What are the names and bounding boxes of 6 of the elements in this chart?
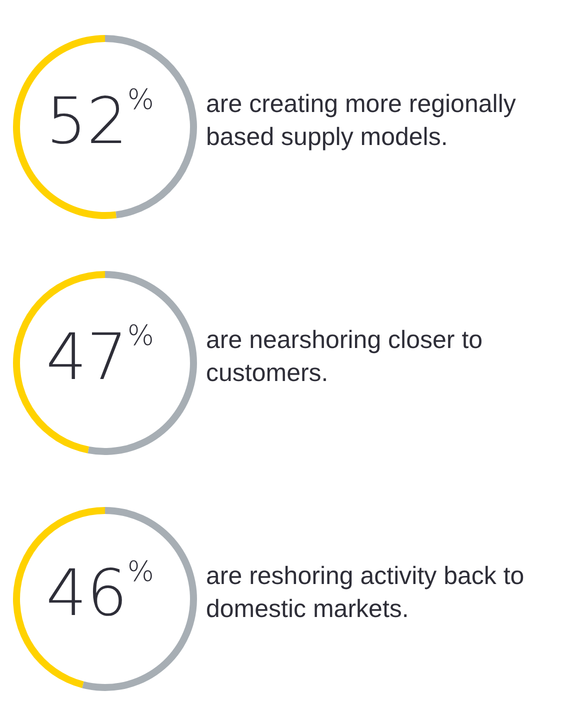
text: are creating more regionally based supply models.: [206, 89, 517, 153]
data-label: 47$^{%}$: [46, 319, 154, 395]
data-label: 52$^{%}$: [46, 83, 154, 159]
data-label: 46$^{%}$: [46, 555, 154, 631]
text: are nearshoring closer to customers.: [206, 325, 484, 389]
text: are reshoring activity back to domestic markets.: [206, 561, 526, 625]
